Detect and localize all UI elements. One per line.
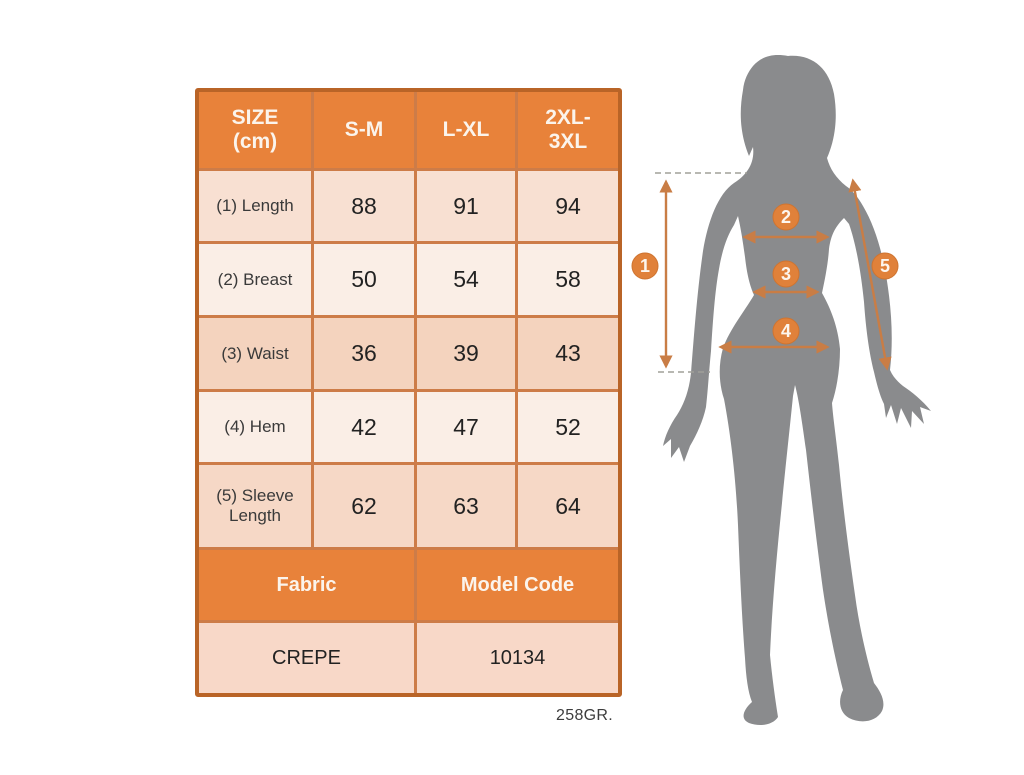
header-size-sm-text: S-M <box>344 117 384 141</box>
badge-4-number: 4 <box>781 321 791 341</box>
arrow-sleeve <box>848 178 892 371</box>
row-hem-label: (4) Hem <box>199 392 311 462</box>
footer-model-code-header: Model Code <box>417 550 618 620</box>
header-size-2xl3xl-text: 2XL-3XL <box>545 105 591 153</box>
footer-fabric-header: Fabric <box>199 550 414 620</box>
badge-5-number: 5 <box>880 256 890 276</box>
row-hem-value-lxl: 47 <box>417 392 515 462</box>
row-breast-value-lxl: 54 <box>417 244 515 315</box>
row-sleeve-label: (5) Sleeve Length <box>199 465 311 547</box>
row-sleeve-value-sm: 62 <box>314 465 414 547</box>
row-breast-value-sm: 50 <box>314 244 414 315</box>
badge-1: 1 <box>631 252 659 280</box>
woman-silhouette <box>663 55 931 725</box>
row-waist-value-2xl3xl: 43 <box>518 318 618 389</box>
badge-3-number: 3 <box>781 264 791 284</box>
header-size-lxl: L-XL <box>417 92 515 168</box>
header-size-cm: SIZE (cm) <box>199 92 311 168</box>
size-table: SIZE (cm) S-M L-XL 2XL-3XL (1) Length 88… <box>195 88 622 697</box>
header-size-2xl3xl: 2XL-3XL <box>518 92 618 168</box>
row-breast-label: (2) Breast <box>199 244 311 315</box>
row-hem-value-sm: 42 <box>314 392 414 462</box>
row-length-label: (1) Length <box>199 171 311 241</box>
badge-2-number: 2 <box>781 207 791 227</box>
row-length-value-lxl: 91 <box>417 171 515 241</box>
badge-2: 2 <box>772 203 800 231</box>
row-length-value-sm: 88 <box>314 171 414 241</box>
weight-caption: 258GR. <box>556 707 613 724</box>
row-sleeve-value-2xl3xl: 64 <box>518 465 618 547</box>
row-length-value-2xl3xl: 94 <box>518 171 618 241</box>
badge-1-number: 1 <box>640 256 650 276</box>
header-size-sm: S-M <box>314 92 414 168</box>
row-waist-value-sm: 36 <box>314 318 414 389</box>
header-size-cm-text: SIZE (cm) <box>231 105 279 153</box>
row-sleeve-value-lxl: 63 <box>417 465 515 547</box>
footer-model-code-value: 10134 <box>417 623 618 693</box>
badge-3: 3 <box>772 260 800 288</box>
header-size-lxl-text: L-XL <box>442 117 490 141</box>
badge-4: 4 <box>772 317 800 345</box>
row-sleeve-label-text: (5) Sleeve Length <box>216 486 294 525</box>
figure-wrap: 1 2 3 4 5 <box>615 40 960 760</box>
badge-5: 5 <box>871 252 899 280</box>
body-measurement-figure: 1 2 3 4 5 <box>631 55 931 725</box>
row-breast-value-2xl3xl: 58 <box>518 244 618 315</box>
row-waist-label: (3) Waist <box>199 318 311 389</box>
footer-fabric-value: CREPE <box>199 623 414 693</box>
row-waist-value-lxl: 39 <box>417 318 515 389</box>
row-hem-value-2xl3xl: 52 <box>518 392 618 462</box>
